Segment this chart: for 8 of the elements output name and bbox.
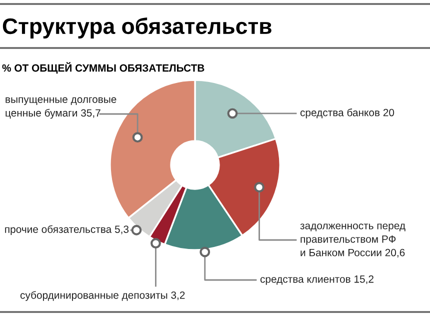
slice-label: средства банков 20 [300, 108, 394, 118]
slice-label: задолженность перед правительством РФ и Банком России 20,6 [300, 224, 406, 258]
slice-label: выпущенные долговые ценные бумаги 35,7 [6, 97, 116, 119]
slice-label: субординированные депозиты 3,2 [20, 291, 185, 301]
slice-label: средства клиентов 15,2 [260, 275, 374, 285]
slice-label: прочие обязательства 5,3 [5, 225, 129, 236]
chart-title: Структура обязательств [2, 18, 272, 38]
chart-subtitle: % ОТ ОБЩЕЙ СУММЫ ОБЯЗАТЕЛЬСТВ [2, 62, 204, 74]
